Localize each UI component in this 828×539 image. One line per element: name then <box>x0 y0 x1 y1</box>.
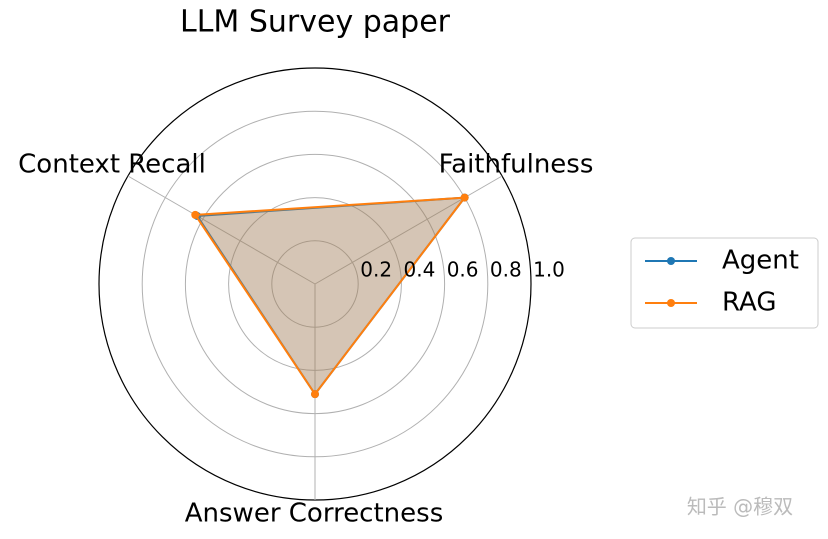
legend-label: RAG <box>722 288 777 318</box>
r-tick-label: 0.4 <box>403 258 435 282</box>
watermark: 知乎 @穆双 <box>687 495 793 519</box>
r-tick-label: 0.6 <box>447 258 479 282</box>
axis-label: Faithfulness <box>439 150 594 180</box>
marker <box>311 390 319 399</box>
r-tick-label: 1.0 <box>533 258 565 282</box>
marker <box>191 210 200 219</box>
legend-marker <box>667 257 675 265</box>
spoke <box>127 175 316 285</box>
marker <box>460 193 469 202</box>
legend-label: Agent <box>722 246 799 276</box>
r-tick-label: 0.2 <box>360 258 392 282</box>
r-tick-label: 0.8 <box>490 258 522 282</box>
axis-label: Answer Correctness <box>185 499 444 529</box>
series-area <box>193 196 467 396</box>
chart-title: LLM Survey paper <box>180 5 451 40</box>
legend-marker <box>667 299 675 307</box>
spoke <box>314 175 503 285</box>
axis-label: Context Recall <box>18 150 206 180</box>
